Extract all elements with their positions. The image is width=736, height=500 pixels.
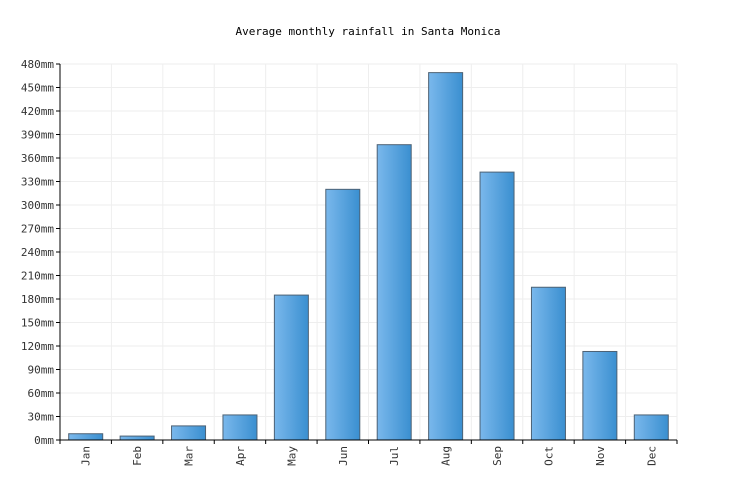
bar-feb [119, 435, 155, 441]
y-tick-label-10: 300mm [21, 199, 54, 212]
bar-dec [633, 414, 669, 441]
x-tick-label-dec: Dec [645, 446, 658, 466]
x-tick-label-aug: Aug [440, 446, 453, 466]
x-tick-label-jan: Jan [80, 446, 93, 466]
x-tick-label-nov: Nov [594, 446, 607, 466]
y-tick-label-8: 240mm [21, 246, 54, 259]
y-tick-label-3: 90mm [28, 364, 55, 377]
x-tick-label-feb: Feb [131, 446, 144, 466]
y-tick-label-5: 150mm [21, 317, 54, 330]
x-tick-label-may: May [285, 446, 298, 466]
x-tick-label-jun: Jun [337, 446, 350, 466]
bars [68, 72, 669, 441]
bar-oct [530, 286, 566, 441]
x-tick-label-jul: Jul [388, 446, 401, 466]
x-tick-label-apr: Apr [234, 446, 247, 466]
bar-nov [582, 350, 618, 441]
y-tick-label-0: 0mm [34, 434, 54, 447]
chart-title: Average monthly rainfall in Santa Monica [235, 25, 501, 38]
y-tick-label-1: 30mm [28, 411, 55, 424]
y-tick-label-13: 390mm [21, 129, 54, 142]
y-tick-label-2: 60mm [28, 387, 55, 400]
x-tick-label-sep: Sep [491, 446, 504, 466]
bar-aug [428, 72, 464, 441]
bar-jan [68, 433, 104, 441]
x-tick-label-oct: Oct [542, 446, 555, 466]
bar-sep [479, 171, 515, 441]
y-tick-label-16: 480mm [21, 58, 54, 71]
bar-apr [222, 414, 258, 441]
bar-jul [376, 144, 412, 441]
x-tick-label-mar: Mar [183, 446, 196, 466]
y-tick-label-15: 450mm [21, 82, 54, 95]
x-tick-labels: Jan Feb Mar Apr May Jun Jul Aug Sep Oct Nov Dec [80, 446, 659, 466]
y-tick-label-7: 210mm [21, 270, 54, 283]
y-tick-label-14: 420mm [21, 105, 54, 118]
y-tick-label-11: 330mm [21, 176, 54, 189]
bar-jun [325, 188, 361, 441]
bar-may [273, 294, 309, 441]
y-tick-label-12: 360mm [21, 152, 54, 165]
y-tick-label-6: 180mm [21, 293, 54, 306]
bar-mar [171, 425, 207, 441]
axes [56, 63, 678, 444]
grid-lines [60, 63, 678, 440]
y-tick-label-4: 120mm [21, 340, 54, 353]
y-tick-label-9: 270mm [21, 223, 54, 236]
y-tick-labels: 0mm 30mm 60mm 90mm 120mm 150mm 180mm 210mm 240mm… [21, 58, 54, 447]
